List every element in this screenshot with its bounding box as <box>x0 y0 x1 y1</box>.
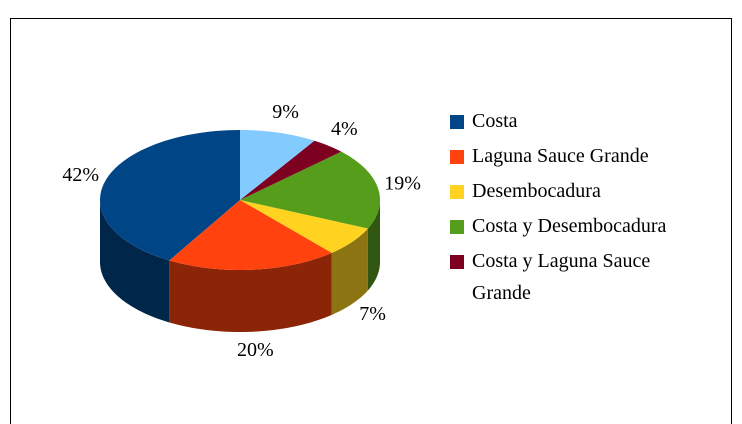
slice-side <box>100 200 170 323</box>
legend-label: Laguna Sauce Grande <box>472 145 649 167</box>
legend-swatch <box>450 115 464 129</box>
legend-label: Desembocadura <box>472 180 601 202</box>
legend-swatch <box>450 150 464 164</box>
data-label: 9% <box>272 101 299 123</box>
legend-label-line: Grande <box>472 282 531 304</box>
legend: Costa Laguna Sauce Grande Desembocadura Cos… <box>450 110 667 304</box>
legend-label-line: Costa y Desembocadura <box>472 215 667 237</box>
legend-label: Costa y Desembocadura <box>472 215 667 237</box>
slice <box>240 140 342 200</box>
legend-label-line: Costa y Laguna Sauce <box>472 250 650 272</box>
legend-label-line: Laguna Sauce Grande <box>472 145 649 167</box>
legend-swatch <box>450 185 464 199</box>
slice <box>100 130 241 261</box>
slice-side <box>367 200 380 291</box>
data-label: 7% <box>359 303 386 325</box>
legend-label-line: Costa <box>472 110 518 132</box>
slice <box>169 200 332 270</box>
legend-swatch <box>450 255 464 269</box>
data-label: 42% <box>62 164 99 186</box>
slice-side <box>169 252 332 332</box>
legend-label: Costa <box>472 110 518 132</box>
slice <box>240 151 380 229</box>
data-label: 20% <box>237 339 274 361</box>
slice <box>240 200 368 253</box>
legend-label-line: Desembocadura <box>472 180 601 202</box>
data-label: 19% <box>384 172 421 194</box>
pie-tops <box>100 130 380 270</box>
pie-sides <box>100 200 380 332</box>
slice <box>240 130 315 200</box>
slice-side <box>331 228 368 315</box>
data-label: 4% <box>331 118 358 140</box>
data-labels: 42% 20% 7% 19% 4% 9% <box>62 101 421 361</box>
legend-label: Costa y Laguna Sauce Grande <box>472 250 650 304</box>
legend-swatch <box>450 220 464 234</box>
